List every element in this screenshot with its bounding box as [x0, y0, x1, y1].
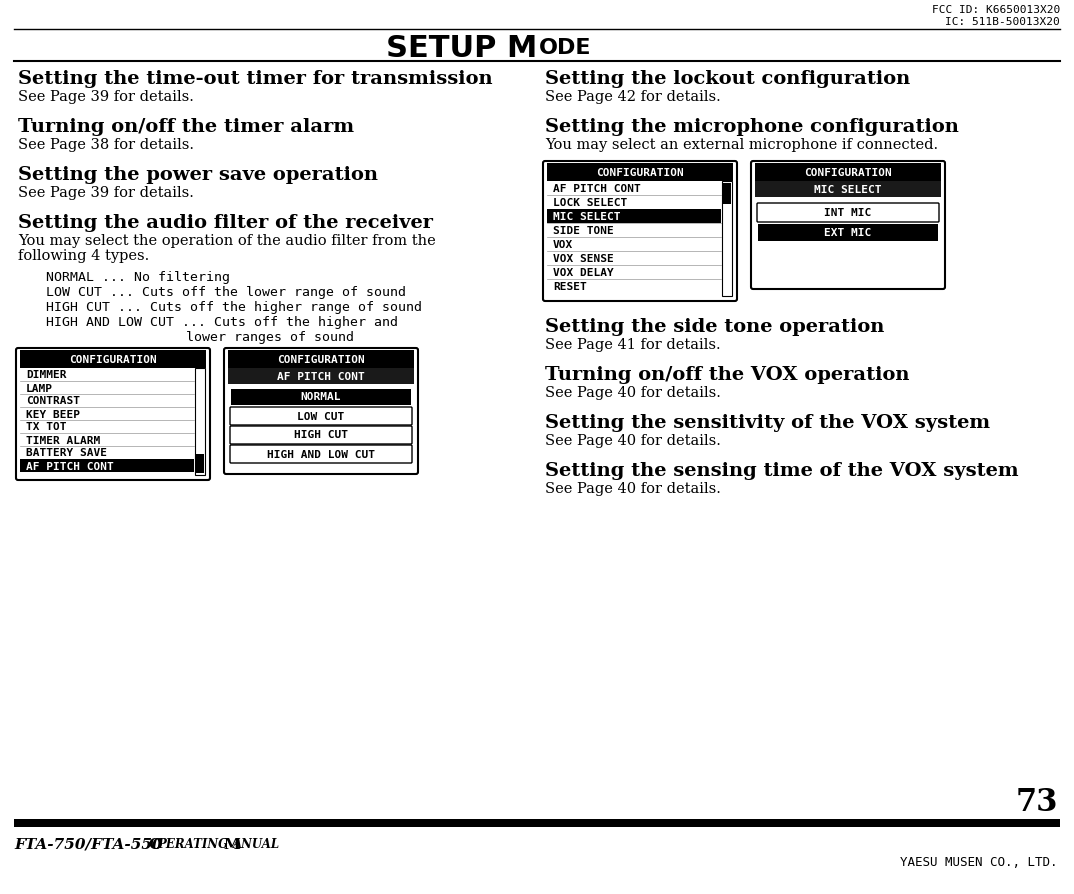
Text: CONFIGURATION: CONFIGURATION: [804, 168, 891, 178]
FancyBboxPatch shape: [230, 408, 412, 426]
Text: PERATING: PERATING: [157, 837, 232, 850]
Text: NORMAL: NORMAL: [301, 392, 342, 402]
Text: MIC SELECT: MIC SELECT: [553, 212, 621, 222]
Text: lower ranges of sound: lower ranges of sound: [186, 331, 354, 343]
Bar: [755, 181, 941, 198]
Text: RESET: RESET: [553, 282, 586, 291]
Text: CONFIGURATION: CONFIGURATION: [69, 355, 157, 365]
Text: Setting the audio filter of the receiver: Setting the audio filter of the receiver: [18, 214, 433, 232]
Text: Turning on/off the VOX operation: Turning on/off the VOX operation: [545, 366, 910, 384]
Text: HIGH AND LOW CUT: HIGH AND LOW CUT: [267, 449, 375, 459]
Bar: [547, 164, 732, 181]
Bar: [722, 181, 732, 297]
Text: See Page 40 for details.: See Page 40 for details.: [545, 434, 721, 448]
Bar: [758, 224, 938, 241]
Text: Turning on/off the timer alarm: Turning on/off the timer alarm: [18, 118, 354, 136]
Text: BATTERY SAVE: BATTERY SAVE: [26, 448, 107, 458]
Text: You may select the operation of the audio filter from the: You may select the operation of the audi…: [18, 233, 436, 248]
Text: KEY BEEP: KEY BEEP: [26, 409, 79, 419]
Text: Setting the sensing time of the VOX system: Setting the sensing time of the VOX syst…: [545, 461, 1018, 479]
Bar: [20, 460, 194, 472]
Text: INT MIC: INT MIC: [825, 207, 872, 218]
Text: VOX SENSE: VOX SENSE: [553, 254, 613, 264]
Text: Setting the power save operation: Setting the power save operation: [18, 165, 378, 184]
Text: HIGH AND LOW CUT ... Cuts off the higher and: HIGH AND LOW CUT ... Cuts off the higher…: [46, 316, 398, 329]
Text: MIC SELECT: MIC SELECT: [814, 185, 882, 195]
Bar: [755, 164, 941, 181]
Text: IC: 511B-50013X20: IC: 511B-50013X20: [945, 17, 1060, 27]
Text: DIMMER: DIMMER: [26, 370, 67, 380]
FancyBboxPatch shape: [751, 162, 945, 290]
Text: Setting the time-out timer for transmission: Setting the time-out timer for transmiss…: [18, 70, 493, 88]
Text: CONFIGURATION: CONFIGURATION: [596, 168, 684, 178]
Text: following 4 types.: following 4 types.: [18, 249, 149, 263]
Bar: [228, 350, 413, 368]
Bar: [195, 368, 205, 476]
Text: VOX: VOX: [553, 240, 574, 249]
Text: AF PITCH CONT: AF PITCH CONT: [277, 372, 365, 382]
Text: See Page 42 for details.: See Page 42 for details.: [545, 90, 721, 104]
Bar: [228, 368, 413, 384]
Text: FTA-750/FTA-550: FTA-750/FTA-550: [14, 837, 168, 851]
Text: LOW CUT: LOW CUT: [297, 411, 345, 421]
Text: AF PITCH CONT: AF PITCH CONT: [26, 461, 114, 471]
Text: AF PITCH CONT: AF PITCH CONT: [553, 184, 641, 194]
Text: You may select an external microphone if connected.: You may select an external microphone if…: [545, 138, 938, 152]
Text: YAESU MUSEN CO., LTD.: YAESU MUSEN CO., LTD.: [900, 855, 1058, 868]
Text: Setting the microphone configuration: Setting the microphone configuration: [545, 118, 959, 136]
Text: 73: 73: [1016, 786, 1058, 817]
Bar: [195, 454, 204, 474]
Text: See Page 40 for details.: See Page 40 for details.: [545, 385, 721, 400]
Bar: [723, 184, 731, 205]
Text: See Page 41 for details.: See Page 41 for details.: [545, 338, 721, 351]
Bar: [20, 350, 206, 368]
Text: Setting the sensitivity of the VOX system: Setting the sensitivity of the VOX syste…: [545, 414, 990, 432]
Bar: [231, 390, 411, 406]
Text: LAMP: LAMP: [26, 383, 53, 393]
Text: See Page 39 for details.: See Page 39 for details.: [18, 186, 194, 199]
Text: See Page 38 for details.: See Page 38 for details.: [18, 138, 194, 152]
Text: HIGH CUT: HIGH CUT: [294, 430, 348, 440]
Text: See Page 39 for details.: See Page 39 for details.: [18, 90, 194, 104]
Text: SETUP M: SETUP M: [386, 33, 537, 63]
Text: CONFIGURATION: CONFIGURATION: [277, 355, 365, 365]
Text: LOCK SELECT: LOCK SELECT: [553, 198, 627, 207]
FancyBboxPatch shape: [16, 349, 211, 480]
FancyBboxPatch shape: [224, 349, 418, 475]
FancyBboxPatch shape: [230, 426, 412, 444]
Bar: [14, 819, 1060, 827]
FancyBboxPatch shape: [757, 204, 939, 223]
FancyBboxPatch shape: [230, 445, 412, 463]
Text: M: M: [223, 837, 240, 851]
Bar: [547, 210, 721, 224]
Text: See Page 40 for details.: See Page 40 for details.: [545, 482, 721, 495]
Text: FCC ID: K6650013X20: FCC ID: K6650013X20: [932, 5, 1060, 15]
Text: EXT MIC: EXT MIC: [825, 228, 872, 238]
Text: SIDE TONE: SIDE TONE: [553, 226, 613, 236]
Text: Setting the side tone operation: Setting the side tone operation: [545, 317, 884, 335]
Text: ODE: ODE: [539, 38, 592, 58]
Text: O: O: [148, 837, 161, 851]
Text: HIGH CUT ... Cuts off the higher range of sound: HIGH CUT ... Cuts off the higher range o…: [46, 300, 422, 314]
FancyBboxPatch shape: [543, 162, 737, 301]
Text: ANUAL: ANUAL: [233, 837, 280, 850]
Text: TX TOT: TX TOT: [26, 422, 67, 432]
Text: NORMAL ... No filtering: NORMAL ... No filtering: [46, 271, 230, 283]
Text: TIMER ALARM: TIMER ALARM: [26, 435, 100, 445]
Text: CONTRAST: CONTRAST: [26, 396, 79, 406]
Text: LOW CUT ... Cuts off the lower range of sound: LOW CUT ... Cuts off the lower range of …: [46, 286, 406, 299]
Text: Setting the lockout configuration: Setting the lockout configuration: [545, 70, 911, 88]
Text: VOX DELAY: VOX DELAY: [553, 267, 613, 278]
